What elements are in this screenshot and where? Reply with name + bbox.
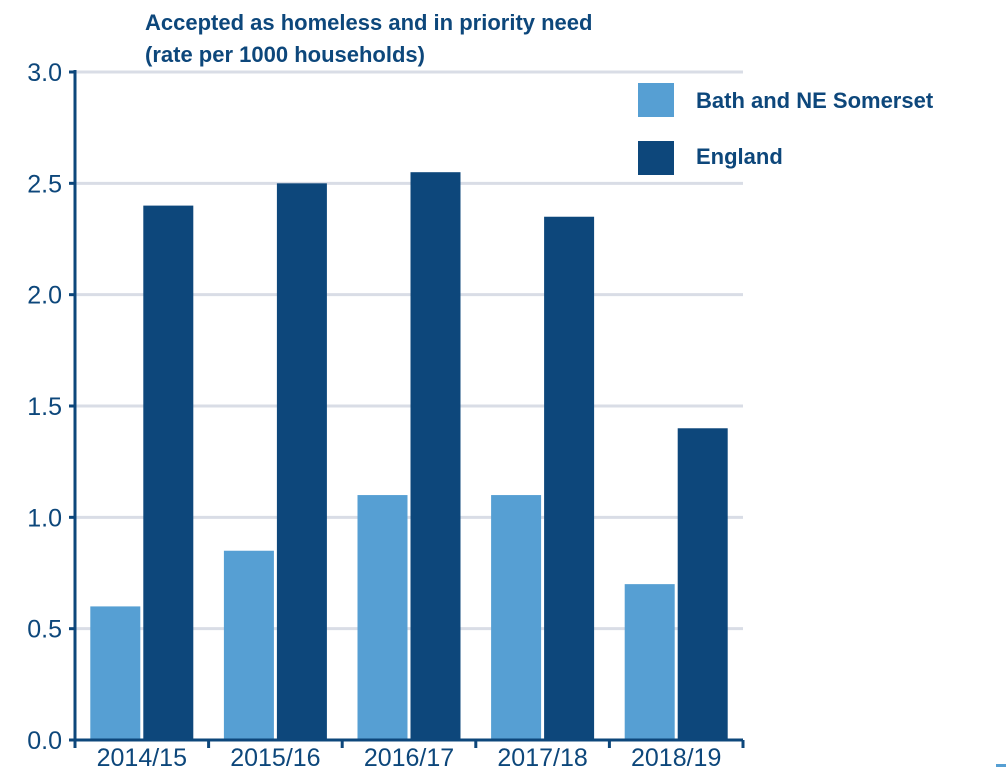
corner-mark	[996, 764, 1006, 767]
y-tick-label: 0.5	[27, 616, 62, 644]
bar-bath-2017-18	[491, 495, 542, 740]
legend-swatch-england	[638, 141, 674, 175]
bars	[90, 172, 728, 741]
bar-england-2016-17	[410, 172, 461, 740]
bar-bath-2014-15	[90, 606, 141, 740]
y-tick-label: 2.5	[27, 170, 62, 198]
bar-england-2015-16	[276, 183, 327, 741]
y-tick-label: 3.0	[27, 59, 62, 87]
legend-label-bath: Bath and NE Somerset	[696, 88, 934, 113]
chart-title-line-2: (rate per 1000 households)	[145, 42, 425, 67]
bar-england-2017-18	[544, 216, 595, 740]
legend: Bath and NE Somerset England	[638, 83, 934, 175]
x-tick-label: 2014/15	[97, 744, 187, 772]
x-tick-labels: 2014/15 2015/16 2016/17 2017/18 2018/19	[97, 744, 722, 772]
bar-bath-2016-17	[357, 495, 408, 740]
axes	[69, 70, 745, 748]
y-tick-label: 1.0	[27, 504, 62, 532]
legend-swatch-bath	[638, 83, 674, 117]
y-tick-label: 0.0	[27, 727, 62, 755]
x-tick-label: 2017/18	[497, 744, 587, 772]
y-tick-label: 2.0	[27, 282, 62, 310]
bar-bath-2018-19	[624, 584, 675, 740]
y-tick-labels: 0.0 0.5 1.0 1.5 2.0 2.5 3.0	[27, 59, 62, 755]
y-tick-label: 1.5	[27, 393, 62, 421]
x-tick-label: 2016/17	[364, 744, 454, 772]
legend-label-england: England	[696, 144, 783, 169]
x-tick-label: 2018/19	[631, 744, 721, 772]
bar-england-2014-15	[143, 205, 194, 741]
x-tick-label: 2015/16	[230, 744, 320, 772]
chart-title-line-1: Accepted as homeless and in priority nee…	[145, 10, 592, 35]
bar-bath-2015-16	[223, 550, 274, 740]
bar-england-2018-19	[677, 428, 728, 740]
